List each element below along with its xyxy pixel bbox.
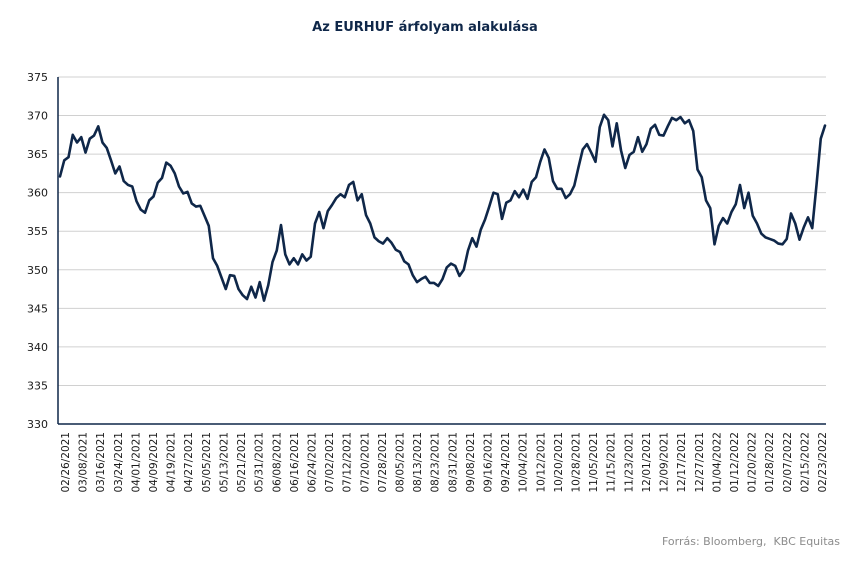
- x-tick-label: 10/04/2021: [518, 432, 530, 493]
- x-tick-label: 04/09/2021: [148, 432, 160, 493]
- y-tick-label: 375: [27, 71, 48, 84]
- x-tick-label: 05/31/2021: [254, 432, 266, 493]
- y-tick-label: 365: [27, 148, 48, 161]
- y-tick-label: 340: [27, 341, 48, 354]
- x-tick-label: 10/28/2021: [571, 432, 583, 493]
- x-tick-label: 01/04/2022: [711, 432, 723, 493]
- y-tick-label: 345: [27, 302, 48, 315]
- x-tick-label: 10/12/2021: [535, 432, 547, 493]
- y-tick-label: 370: [27, 110, 48, 123]
- x-tick-label: 09/08/2021: [465, 432, 477, 493]
- y-tick-label: 355: [27, 225, 48, 238]
- y-tick-label: 350: [27, 264, 48, 277]
- x-tick-label: 11/23/2021: [623, 432, 635, 493]
- x-tick-label: 12/09/2021: [659, 432, 671, 493]
- x-tick-label: 08/31/2021: [447, 432, 459, 493]
- y-axis-ticks: 330 335 340 345 350 355 360 365 370 375: [27, 71, 48, 431]
- x-tick-label: 11/15/2021: [606, 432, 618, 493]
- y-tick-label: 360: [27, 187, 48, 200]
- x-tick-label: 04/19/2021: [166, 432, 178, 493]
- x-tick-label: 04/27/2021: [183, 432, 195, 493]
- series-line: [58, 113, 827, 302]
- x-tick-label: 06/24/2021: [306, 432, 318, 493]
- x-tick-label: 03/24/2021: [113, 432, 125, 493]
- x-tick-label: 04/01/2021: [130, 432, 142, 493]
- axes: [57, 77, 826, 425]
- series-layer: [58, 113, 827, 302]
- x-tick-label: 11/05/2021: [588, 432, 600, 493]
- chart-title: Az EURHUF árfolyam alakulása: [312, 20, 538, 35]
- y-tick-label: 330: [27, 418, 48, 431]
- x-tick-label: 05/13/2021: [218, 432, 230, 493]
- source-note: Forrás: Bloomberg, KBC Equitas: [661, 535, 840, 548]
- x-tick-label: 06/16/2021: [289, 432, 301, 493]
- x-tick-label: 08/23/2021: [430, 432, 442, 493]
- x-tick-label: 09/16/2021: [483, 432, 495, 493]
- x-tick-label: 02/26/2021: [60, 432, 72, 493]
- x-tick-label: 12/27/2021: [694, 432, 706, 493]
- x-tick-label: 12/01/2021: [641, 432, 653, 493]
- gridlines: [58, 76, 826, 386]
- x-tick-label: 05/21/2021: [236, 432, 248, 493]
- x-tick-label: 07/12/2021: [342, 432, 354, 493]
- y-tick-label: 335: [27, 379, 48, 392]
- x-tick-label: 08/13/2021: [412, 432, 424, 493]
- x-tick-label: 01/20/2022: [747, 432, 759, 493]
- x-tick-label: 01/28/2022: [764, 432, 776, 493]
- x-tick-label: 03/16/2021: [95, 432, 107, 493]
- x-tick-label: 07/28/2021: [377, 432, 389, 493]
- x-tick-label: 12/17/2021: [676, 432, 688, 493]
- x-tick-label: 10/20/2021: [553, 432, 565, 493]
- x-tick-label: 06/08/2021: [271, 432, 283, 493]
- x-tick-label: 02/23/2022: [817, 432, 829, 493]
- x-tick-label: 09/24/2021: [500, 432, 512, 493]
- x-tick-label: 07/02/2021: [324, 432, 336, 493]
- x-tick-label: 07/20/2021: [359, 432, 371, 493]
- x-tick-label: 08/05/2021: [394, 432, 406, 493]
- x-tick-label: 01/12/2022: [729, 432, 741, 493]
- x-tick-label: 03/08/2021: [78, 432, 90, 493]
- x-tick-label: 02/07/2022: [782, 432, 794, 493]
- x-axis-ticks: 02/26/2021 03/08/2021 03/16/2021 03/24/2021…: [60, 432, 829, 493]
- x-tick-label: 02/15/2022: [799, 432, 811, 493]
- x-tick-label: 05/05/2021: [201, 432, 213, 493]
